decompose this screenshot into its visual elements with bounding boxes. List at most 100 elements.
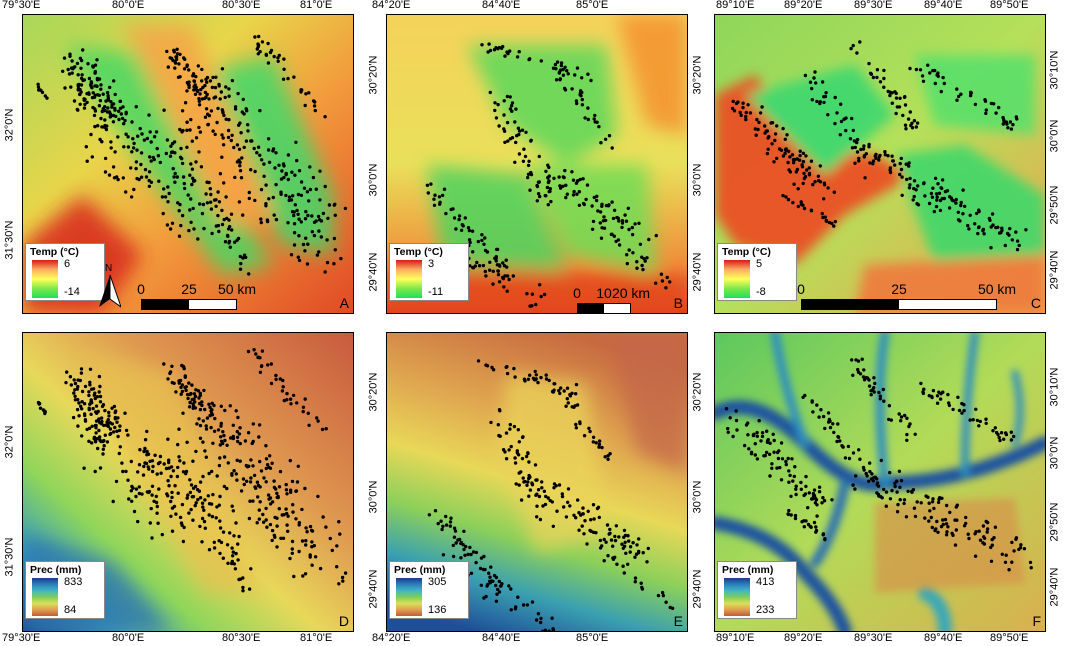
- site-point: [209, 109, 214, 113]
- site-point: [1005, 231, 1010, 236]
- site-point: [515, 449, 519, 453]
- site-point: [180, 383, 184, 387]
- site-point: [537, 494, 542, 499]
- site-point: [955, 518, 959, 522]
- site-point: [180, 109, 185, 113]
- site-point: [661, 593, 666, 598]
- site-point: [212, 429, 217, 433]
- site-point: [231, 554, 235, 558]
- site-point: [835, 439, 839, 444]
- site-point: [321, 515, 325, 519]
- site-point: [257, 423, 262, 427]
- site-point: [244, 107, 248, 111]
- site-point: [639, 581, 643, 585]
- site-point: [235, 160, 240, 164]
- site-point: [95, 58, 99, 62]
- site-point: [268, 496, 273, 500]
- site-point: [137, 463, 142, 467]
- site-point: [220, 222, 225, 227]
- site-point: [497, 579, 501, 584]
- site-point: [221, 109, 225, 114]
- site-point: [544, 169, 548, 173]
- site-point: [109, 431, 113, 436]
- site-point: [888, 93, 892, 98]
- site-point: [582, 532, 586, 536]
- site-point: [772, 438, 776, 443]
- site-point: [72, 378, 76, 382]
- site-point: [631, 251, 635, 255]
- site-point: [572, 189, 576, 194]
- site-point: [150, 536, 154, 540]
- site-point: [211, 75, 215, 80]
- legend-title: Prec (mm): [30, 564, 82, 576]
- site-point: [95, 395, 100, 399]
- site-point: [538, 517, 543, 522]
- site-point: [78, 102, 82, 107]
- site-point: [258, 500, 262, 504]
- site-point: [937, 191, 942, 195]
- site-point: [264, 518, 268, 522]
- legend-color-ramp: [724, 260, 750, 298]
- site-point: [605, 523, 610, 527]
- site-point: [101, 452, 105, 456]
- site-point: [904, 515, 909, 519]
- site-point: [61, 69, 65, 73]
- site-point: [236, 439, 240, 444]
- site-point: [182, 67, 187, 71]
- site-point: [763, 124, 767, 128]
- site-point: [129, 459, 133, 464]
- site-point: [771, 432, 775, 436]
- site-point: [635, 266, 639, 270]
- site-point: [801, 151, 806, 155]
- scale-label-end: 50 km: [977, 281, 1017, 297]
- site-point: [912, 194, 916, 199]
- site-point: [894, 111, 898, 116]
- site-point: [877, 158, 881, 162]
- site-point: [826, 113, 830, 117]
- site-point: [512, 424, 517, 429]
- lon-label-bottom: 89°10'E: [716, 632, 755, 644]
- site-point: [72, 66, 76, 70]
- site-point: [893, 90, 897, 94]
- site-point: [444, 211, 448, 216]
- site-point: [505, 274, 510, 278]
- site-point: [951, 407, 955, 412]
- site-point: [510, 101, 515, 105]
- site-point: [989, 101, 994, 106]
- site-point: [165, 492, 169, 496]
- site-point: [741, 105, 745, 110]
- site-point: [185, 440, 189, 444]
- site-point: [867, 479, 871, 483]
- site-point: [546, 163, 550, 167]
- site-point: [814, 81, 818, 85]
- site-point: [754, 133, 758, 137]
- site-point: [555, 60, 560, 64]
- site-point: [564, 195, 568, 200]
- site-point: [120, 116, 125, 121]
- site-point: [558, 186, 563, 190]
- site-point: [266, 61, 271, 65]
- site-point: [165, 223, 170, 227]
- lon-label-top: 81°0'E: [300, 0, 333, 11]
- site-point: [245, 479, 249, 483]
- site-point: [502, 99, 506, 103]
- site-point: [770, 142, 774, 146]
- site-point: [934, 192, 939, 196]
- site-point: [268, 522, 273, 527]
- site-point: [99, 116, 103, 121]
- site-point: [598, 546, 603, 550]
- site-point: [65, 370, 69, 374]
- site-point: [270, 461, 274, 465]
- site-point: [198, 423, 203, 428]
- site-point: [501, 44, 505, 49]
- site-point: [173, 66, 177, 70]
- site-point: [584, 197, 588, 202]
- site-point: [781, 154, 786, 158]
- site-point: [192, 397, 196, 401]
- site-point: [767, 134, 771, 139]
- site-point: [192, 79, 197, 84]
- lat-label: 29°40'N: [691, 252, 704, 292]
- site-point: [541, 504, 545, 508]
- site-point: [753, 453, 757, 457]
- site-point: [108, 421, 112, 425]
